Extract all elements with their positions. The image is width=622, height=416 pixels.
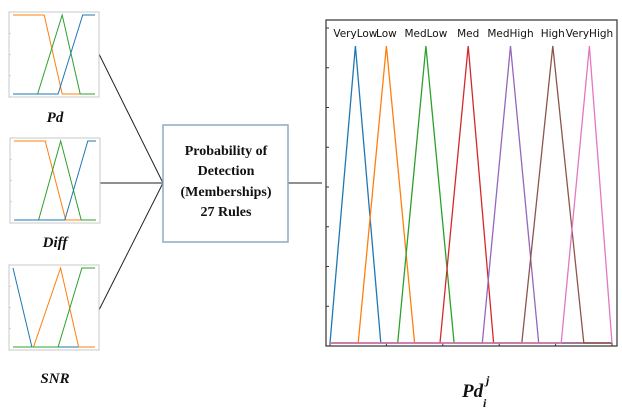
rule-box-line-1: Probability of	[185, 144, 268, 159]
connector-snr	[98, 182, 164, 311]
rule-box	[162, 124, 289, 243]
connector-pd	[98, 53, 164, 184]
input-plot-diff	[9, 137, 101, 224]
output-axis-label-sup: j	[484, 373, 490, 387]
output-set-label-veryhigh: VeryHigh	[566, 28, 614, 40]
input-diff-set-2	[14, 140, 96, 221]
input-pd-set-2	[13, 14, 95, 95]
input-label-snr: SNR	[40, 371, 69, 387]
input-label-diff: Diff	[42, 235, 70, 251]
input-membership-plots	[8, 11, 101, 351]
output-plot-frame	[325, 19, 618, 347]
output-set-label-verylow: VeryLow	[333, 28, 377, 40]
output-axis-label-base: Pd	[461, 381, 484, 402]
input-plot-frame	[8, 11, 100, 98]
input-plot-frame	[8, 264, 100, 351]
output-set-label-medhigh: MedHigh	[487, 28, 533, 40]
output-axis-label: Pd j i	[461, 373, 490, 410]
input-snr-set-2	[13, 267, 95, 348]
output-set-label-low: Low	[376, 28, 397, 40]
output-axis-label-sub: i	[483, 396, 487, 410]
rule-box-line-3: (Memberships)	[181, 185, 272, 200]
connector-lines	[98, 53, 322, 311]
output-set-label-medlow: MedLow	[404, 28, 447, 40]
output-set-label-med: Med	[457, 28, 479, 40]
input-label-pd: Pd	[47, 110, 64, 126]
input-pd-set-0	[13, 14, 95, 95]
rule-box-line-4: 27 Rules	[201, 205, 253, 220]
input-plot-pd	[8, 11, 100, 98]
rule-box-line-2: Detection	[198, 164, 255, 179]
input-plot-snr	[8, 264, 100, 351]
output-set-label-high: High	[541, 28, 565, 40]
output-set-line-veryhigh	[330, 45, 613, 344]
